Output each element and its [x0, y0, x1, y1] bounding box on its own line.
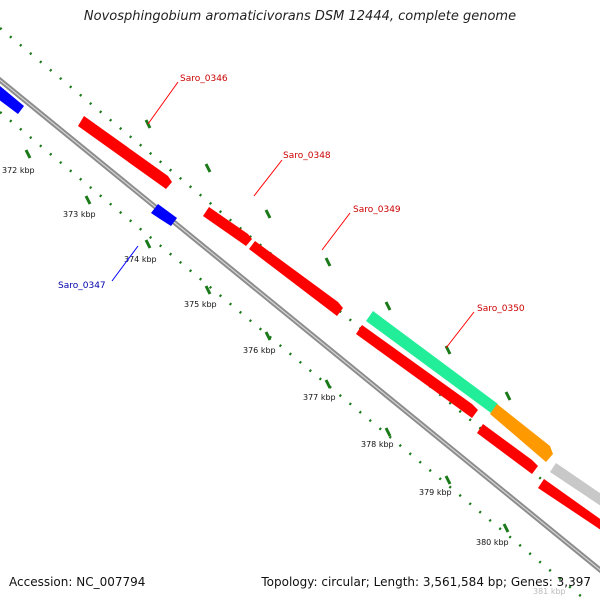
- tick-label: 376 kbp: [243, 346, 276, 355]
- major-tick: [24, 149, 32, 159]
- gene-label-saro-0346[interactable]: Saro_0346: [180, 74, 228, 84]
- genome-backbone: [0, 76, 600, 574]
- major-tick: [324, 379, 332, 389]
- forward-cds-block: [538, 479, 600, 530]
- inner-minor-ticks: [0, 111, 588, 600]
- major-tick: [384, 301, 392, 311]
- rrna-block: [366, 311, 498, 413]
- tick-label: 377 kbp: [303, 393, 336, 402]
- major-tick: [504, 391, 512, 401]
- tick-label: 375 kbp: [184, 300, 217, 309]
- backbone-highlight: [0, 79, 600, 571]
- gene-labels: Saro_0346 Saro_0348 Saro_0349 Saro_0350 …: [58, 74, 525, 314]
- major-tick: [324, 257, 332, 267]
- gene-leader-lines: [111, 81, 475, 349]
- tick-label: 373 kbp: [63, 210, 96, 219]
- major-tick: [144, 239, 152, 249]
- genome-summary-text: Topology: circular; Length: 3,561,584 bp…: [261, 575, 591, 589]
- tick-label: 381 kbp: [533, 587, 566, 596]
- forward-cds-block: [356, 325, 478, 418]
- major-tick: [502, 523, 510, 533]
- tick-label: 374 kbp: [124, 255, 157, 264]
- tick-label: 380 kbp: [476, 538, 509, 547]
- gene-label-saro-0349[interactable]: Saro_0349: [353, 205, 401, 215]
- trna-block: [490, 404, 553, 462]
- inner-tick-ruler: [0, 111, 588, 600]
- leader-line: [253, 159, 283, 197]
- gene-label-saro-0347[interactable]: Saro_0347: [58, 281, 106, 291]
- tick-label: 372 kbp: [2, 166, 35, 175]
- map-title: Novosphingobium aromaticivorans DSM 1244…: [83, 9, 517, 24]
- major-tick: [204, 163, 212, 173]
- major-tick: [204, 285, 212, 295]
- leader-line: [445, 311, 475, 349]
- forward-cds-block: [203, 207, 252, 246]
- leader-line: [111, 245, 139, 282]
- forward-cds-block: [78, 116, 172, 189]
- tick-label: 379 kbp: [419, 488, 452, 497]
- tick-label: 378 kbp: [361, 440, 394, 449]
- leader-line: [321, 212, 351, 251]
- major-tick: [264, 331, 272, 341]
- other-feature-block: [550, 463, 600, 506]
- reverse-cds-block: [0, 86, 24, 114]
- forward-cds-block: [249, 241, 343, 316]
- accession-text: Accession: NC_007794: [9, 575, 146, 589]
- major-tick: [384, 427, 392, 437]
- forward-cds-block: [477, 424, 538, 474]
- tick-labels: 372 kbp 373 kbp 374 kbp 375 kbp 376 kbp …: [2, 166, 566, 596]
- features: [0, 86, 600, 530]
- major-tick: [264, 209, 272, 219]
- major-ticks: [24, 119, 512, 533]
- gene-label-saro-0350[interactable]: Saro_0350: [477, 304, 525, 314]
- gene-label-saro-0348[interactable]: Saro_0348: [283, 151, 331, 161]
- reverse-cds-block: [151, 204, 177, 226]
- major-tick: [444, 475, 452, 485]
- major-tick: [84, 195, 92, 205]
- leader-line: [147, 81, 179, 125]
